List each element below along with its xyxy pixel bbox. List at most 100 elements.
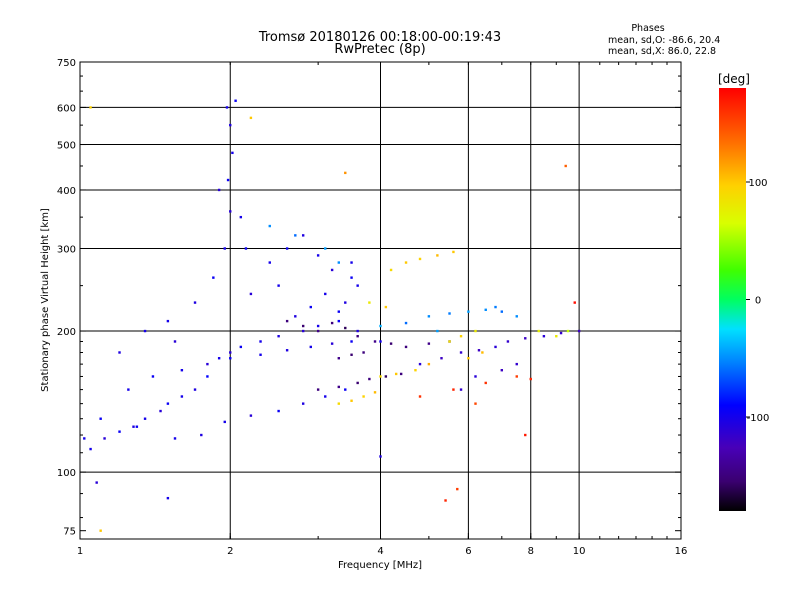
data-point — [362, 395, 365, 398]
y-tick-label: 750 — [57, 58, 76, 69]
data-point — [268, 261, 271, 264]
data-point — [151, 375, 155, 378]
data-point — [239, 345, 243, 349]
data-point — [404, 321, 408, 325]
y-tick-label: 500 — [57, 141, 76, 152]
data-point — [337, 310, 341, 313]
data-point — [515, 315, 518, 318]
data-point — [389, 268, 393, 272]
data-point — [223, 247, 226, 250]
y-axis-label: Stationary phase Virtual Height [km] — [40, 208, 51, 392]
data-point — [212, 276, 215, 279]
data-point — [337, 385, 341, 389]
data-point — [231, 151, 234, 155]
data-point — [350, 353, 353, 356]
data-point — [309, 345, 312, 349]
data-point — [226, 178, 230, 182]
data-point — [166, 402, 170, 405]
data-point — [89, 106, 92, 109]
data-point — [384, 375, 388, 378]
data-point — [467, 357, 470, 360]
data-point — [356, 381, 359, 385]
data-point — [118, 430, 121, 433]
data-point — [95, 481, 98, 484]
data-point — [249, 116, 253, 120]
data-point — [452, 250, 455, 254]
x-tick-label: 10 — [573, 546, 586, 557]
data-point — [368, 377, 371, 381]
colorbar — [719, 88, 746, 511]
data-point — [515, 362, 518, 366]
x-tick-label: 2 — [227, 546, 233, 557]
data-point — [324, 247, 327, 250]
data-point — [436, 329, 439, 333]
data-point — [173, 437, 177, 440]
x-tick-label: 16 — [675, 546, 688, 557]
x-tick-label: 1 — [77, 546, 83, 557]
data-point — [239, 215, 243, 219]
x-tick-label: 8 — [528, 546, 534, 557]
data-point — [542, 334, 546, 338]
data-point — [459, 334, 463, 338]
data-point — [559, 331, 563, 335]
data-point — [277, 409, 280, 413]
data-point — [524, 433, 527, 437]
data-point — [316, 324, 320, 328]
data-point — [500, 369, 504, 372]
data-point — [166, 319, 170, 323]
data-point — [229, 357, 232, 360]
y-tick-label: 400 — [57, 186, 76, 197]
data-point — [404, 261, 408, 264]
data-point — [143, 417, 147, 420]
data-point — [481, 351, 484, 354]
data-point — [143, 329, 147, 333]
data-point — [373, 391, 377, 394]
data-point — [324, 395, 327, 398]
data-point — [379, 455, 382, 458]
data-point — [444, 499, 447, 502]
data-point — [180, 369, 184, 372]
colorbar-tick-label: 100 — [748, 178, 767, 189]
data-point — [316, 329, 320, 333]
data-point — [324, 292, 327, 296]
data-point — [506, 340, 510, 343]
data-point — [418, 395, 422, 398]
data-point — [99, 529, 102, 532]
data-point — [249, 292, 253, 296]
data-point — [166, 496, 170, 500]
data-point — [414, 369, 417, 372]
data-point — [564, 164, 567, 168]
data-point — [399, 372, 403, 376]
data-point — [200, 433, 203, 437]
data-point — [394, 372, 398, 376]
data-point — [515, 375, 518, 378]
data-point — [301, 234, 305, 237]
data-point — [456, 487, 459, 491]
data-point — [459, 388, 463, 391]
colorbar-ticks: 100 0 -100 — [746, 178, 769, 424]
data-point — [285, 319, 289, 323]
data-point — [418, 257, 422, 261]
chart-title: Tromsø 20180126 00:18:00-00:19:43 — [258, 30, 501, 45]
data-point — [484, 308, 487, 312]
data-point — [118, 351, 121, 354]
data-point — [373, 340, 377, 343]
data-point — [337, 357, 341, 360]
data-point — [427, 315, 431, 318]
data-point — [474, 375, 477, 378]
data-point — [268, 224, 271, 228]
data-point — [217, 357, 221, 360]
data-point — [127, 388, 130, 391]
data-point — [99, 417, 102, 420]
x-axis-label: Frequency [MHz] — [338, 560, 422, 571]
data-point — [477, 349, 481, 352]
data-point — [484, 381, 487, 385]
data-point — [494, 305, 497, 309]
data-point — [524, 337, 527, 340]
data-point — [368, 301, 371, 304]
data-point — [337, 402, 341, 405]
y-tick-label: 300 — [57, 245, 76, 256]
y-tick-label: 200 — [57, 327, 76, 338]
data-point — [206, 362, 209, 366]
